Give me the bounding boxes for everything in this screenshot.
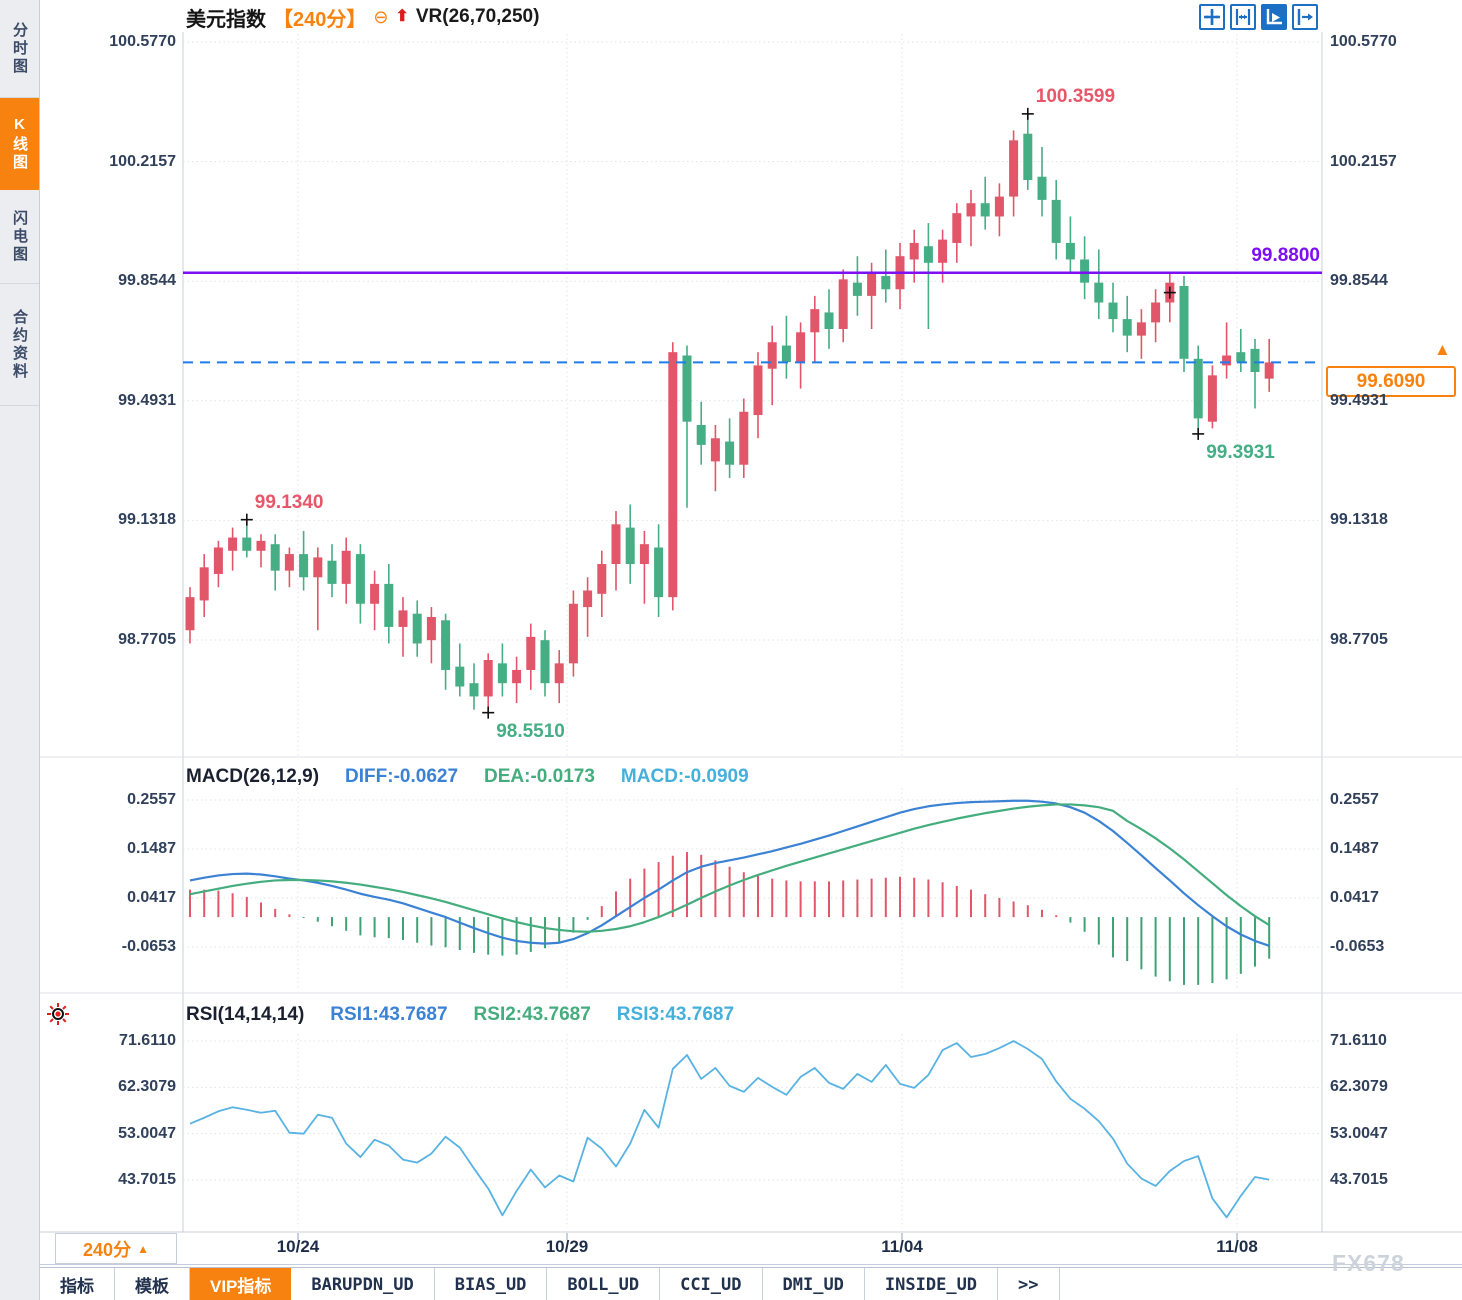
indicator-tab[interactable]: DMI_UD <box>763 1268 865 1300</box>
y-axis-label: 100.2157 <box>109 152 176 170</box>
indicator-tab[interactable]: BARUPDN_UD <box>291 1268 435 1300</box>
x-axis-date-label: 11/08 <box>1216 1237 1258 1256</box>
chart-title-bar: 美元指数 【240分】 ⊖ ⬆ VR(26,70,250) <box>186 3 539 31</box>
macd-legend-value: DEA:-0.0173 <box>484 766 595 787</box>
y-axis-label: 99.1318 <box>1330 511 1388 529</box>
macd-header: MACD(26,12,9) DIFF:-0.0627 DEA:-0.0173 MAC… <box>186 766 749 788</box>
period-selector-label: 240分 <box>83 1239 132 1260</box>
indicator-tab[interactable]: INSIDE_UD <box>865 1268 999 1300</box>
y-axis-label: 43.7015 <box>1330 1170 1388 1188</box>
indicator-tab[interactable]: CCI_UD <box>660 1268 763 1300</box>
indicator-tab-bar: 指标 模板 VIP指标 BARUPDN_UD BIAS_UD BOLL_UD CCI_UD D… <box>40 1267 1462 1300</box>
y-axis-label: 99.8544 <box>1330 272 1388 290</box>
price-annotation: 99.3931 <box>1206 441 1275 463</box>
rsi-legend: RSI1:43.7687 RSI2:43.7687 RSI3:43.7687 <box>330 1004 734 1026</box>
price-up-arrow-icon: ▲ <box>1434 340 1451 359</box>
sidebar-item-tab[interactable]: 分时图 <box>0 0 39 98</box>
rsi-header: RSI(14,14,14) RSI1:43.7687 RSI2:43.7687 RS… <box>186 1004 734 1026</box>
alarm-sun-icon[interactable] <box>46 1002 70 1026</box>
rsi-name-label[interactable]: RSI(14,14,14) <box>186 1004 305 1025</box>
macd-legend: DIFF:-0.0627 DEA:-0.0173 MACD:-0.0909 <box>345 766 749 788</box>
left-tab-sidebar: 分时图 K线图 闪电图 合约资料 <box>0 0 40 1300</box>
sidebar-item-tab[interactable]: 闪电图 <box>0 190 39 284</box>
y-axis-label: 43.7015 <box>118 1170 176 1188</box>
y-axis-label: 71.6110 <box>1330 1032 1387 1049</box>
y-axis-label: -0.0653 <box>121 938 176 955</box>
axis-autoscale-icon[interactable] <box>1261 4 1287 30</box>
y-axis-label: 0.1487 <box>127 840 176 857</box>
overlay-indicator-label[interactable]: VR(26,70,250) <box>415 6 540 27</box>
symbol-title: 美元指数 <box>186 8 266 31</box>
indicator-tab[interactable]: VIP指标 <box>190 1268 292 1300</box>
axis-shift-right-icon[interactable] <box>1292 4 1318 30</box>
indicator-tab[interactable]: 指标 <box>40 1268 115 1300</box>
y-axis-label: 53.0047 <box>1330 1124 1388 1142</box>
y-axis-label: 0.2557 <box>1330 791 1379 808</box>
period-tag: 【240分】 <box>273 8 367 31</box>
y-axis-label: 99.4931 <box>1330 391 1388 409</box>
price-annotation: 100.3599 <box>1035 85 1116 107</box>
chart-toolbar <box>1199 4 1318 30</box>
macd-legend-value: MACD:-0.0909 <box>620 766 749 787</box>
price-annotation: 99.1340 <box>254 491 324 513</box>
y-axis-label: 62.3079 <box>1330 1078 1388 1096</box>
crosshair-icon[interactable] <box>1199 4 1225 30</box>
y-axis-label: 0.1487 <box>1330 840 1379 857</box>
y-axis-label: 99.1318 <box>118 511 176 529</box>
rsi-legend-value: RSI1:43.7687 <box>330 1004 448 1025</box>
y-axis-label: 0.0417 <box>1330 889 1379 906</box>
sidebar-item-active[interactable]: K线图 <box>0 98 39 190</box>
circle-minus-icon[interactable]: ⊖ <box>373 7 389 27</box>
y-axis-label: 71.6110 <box>119 1032 176 1049</box>
period-selector-button[interactable]: 240分 ▲ <box>55 1233 177 1264</box>
indicator-tab[interactable]: >> <box>998 1268 1060 1300</box>
x-axis-date-label: 10/24 <box>276 1237 320 1256</box>
x-axis-date-label: 10/29 <box>545 1237 589 1256</box>
hline-price-label[interactable]: 99.8800 <box>1251 245 1320 266</box>
y-axis-label: 100.2157 <box>1330 152 1397 170</box>
y-axis-label: 98.7705 <box>118 631 176 648</box>
indicator-tab[interactable]: BIAS_UD <box>435 1268 548 1300</box>
y-axis-label: 0.0417 <box>127 889 176 906</box>
y-axis-label: 99.8544 <box>118 272 176 290</box>
macd-legend-value: DIFF:-0.0627 <box>345 766 459 787</box>
y-axis-label: 100.5770 <box>109 33 176 50</box>
y-axis-label: 53.0047 <box>118 1124 176 1142</box>
indicator-tab[interactable]: BOLL_UD <box>547 1268 661 1300</box>
y-axis-label: 98.7705 <box>1330 631 1388 648</box>
x-axis-date-label: 11/04 <box>881 1237 923 1256</box>
indicator-tab[interactable]: 模板 <box>115 1268 190 1300</box>
rsi-legend-value: RSI3:43.7687 <box>616 1004 735 1025</box>
watermark: FX678 <box>1332 1250 1405 1276</box>
y-axis-label: 62.3079 <box>118 1078 176 1096</box>
rsi-legend-value: RSI2:43.7687 <box>473 1004 591 1025</box>
current-price-badge: 99.6090 <box>1326 366 1456 397</box>
axis-compress-icon[interactable] <box>1230 4 1256 30</box>
period-dropdown-arrow-icon: ▲ <box>137 1241 149 1256</box>
trend-up-arrow-icon: ⬆ <box>395 8 409 25</box>
price-annotation: 98.5510 <box>496 720 565 742</box>
y-axis-label: -0.0653 <box>1330 938 1385 955</box>
sidebar-item-tab[interactable]: 合约资料 <box>0 284 39 406</box>
macd-name-label[interactable]: MACD(26,12,9) <box>186 766 320 787</box>
y-axis-label: 99.4931 <box>118 391 176 409</box>
y-axis-label: 100.5770 <box>1330 33 1397 50</box>
y-axis-label: 0.2557 <box>127 791 176 808</box>
